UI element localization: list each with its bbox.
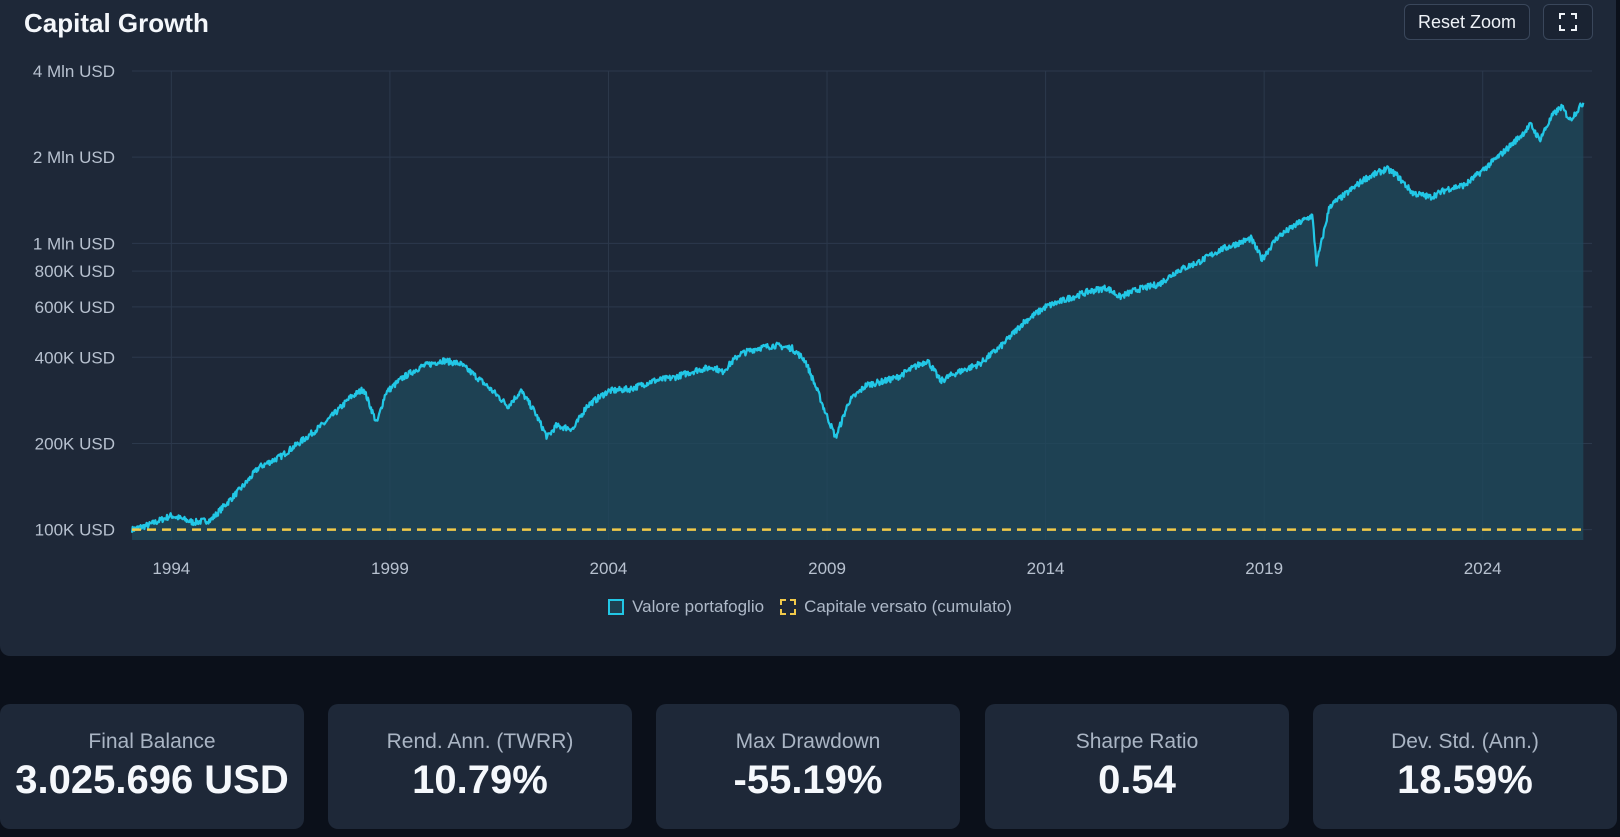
x-tick-label: 1999 — [371, 559, 409, 578]
legend-item-portfolio[interactable]: Valore portafoglio — [608, 597, 764, 617]
legend-label-portfolio: Valore portafoglio — [632, 597, 765, 616]
stat-label: Max Drawdown — [735, 730, 881, 753]
stats-row: Final Balance 3.025.696 USD Rend. Ann. (… — [0, 704, 1620, 829]
stat-label: Dev. Std. (Ann.) — [1391, 730, 1539, 753]
stat-card-std-dev: Dev. Std. (Ann.) 18.59% — [1313, 704, 1617, 829]
y-tick-label: 4 Mln USD — [33, 62, 115, 81]
portfolio-line — [130, 102, 1585, 533]
legend-swatch-capital — [780, 599, 797, 615]
y-tick-label: 200K USD — [35, 434, 115, 453]
reset-zoom-button[interactable]: Reset Zoom — [1404, 4, 1530, 40]
portfolio-area — [132, 102, 1584, 540]
x-tick-label: 2024 — [1464, 559, 1502, 578]
chart-legend: Valore portafoglio Capitale versato (cum… — [0, 597, 1620, 617]
stat-value: 3.025.696 USD — [15, 758, 289, 802]
stat-card-annual-return: Rend. Ann. (TWRR) 10.79% — [328, 704, 632, 829]
x-tick-label: 2019 — [1245, 559, 1283, 578]
stat-card-final-balance: Final Balance 3.025.696 USD — [0, 704, 304, 829]
legend-item-capital[interactable]: Capitale versato (cumulato) — [780, 597, 1012, 617]
stat-card-max-drawdown: Max Drawdown -55.19% — [656, 704, 960, 829]
y-tick-label: 400K USD — [35, 348, 115, 367]
stat-label: Sharpe Ratio — [1075, 730, 1199, 753]
stat-value: 10.79% — [412, 758, 548, 802]
y-tick-label: 2 Mln USD — [33, 148, 115, 167]
x-tick-label: 2004 — [590, 559, 628, 578]
fullscreen-icon — [1559, 13, 1577, 31]
y-tick-label: 1 Mln USD — [33, 234, 115, 253]
stat-value: 0.54 — [1098, 758, 1176, 802]
stat-value: -55.19% — [733, 758, 883, 802]
capital-growth-chart[interactable]: 4 Mln USD 2 Mln USD 1 Mln USD 800K USD 600K … — [0, 0, 1620, 640]
stat-card-sharpe-ratio: Sharpe Ratio 0.54 — [985, 704, 1289, 829]
x-tick-label: 2009 — [808, 559, 846, 578]
legend-label-capital: Capitale versato (cumulato) — [804, 597, 1012, 616]
stat-label: Final Balance — [88, 730, 216, 753]
chart-title: Capital Growth — [24, 8, 209, 38]
stat-label: Rend. Ann. (TWRR) — [386, 730, 574, 753]
x-tick-label: 2014 — [1027, 559, 1065, 578]
stat-value: 18.59% — [1397, 758, 1533, 802]
fullscreen-button[interactable] — [1543, 4, 1593, 40]
y-tick-label: 600K USD — [35, 298, 115, 317]
x-tick-label: 1994 — [152, 559, 190, 578]
y-tick-label: 100K USD — [35, 521, 115, 540]
legend-swatch-portfolio — [608, 599, 625, 615]
y-tick-label: 800K USD — [35, 262, 115, 281]
